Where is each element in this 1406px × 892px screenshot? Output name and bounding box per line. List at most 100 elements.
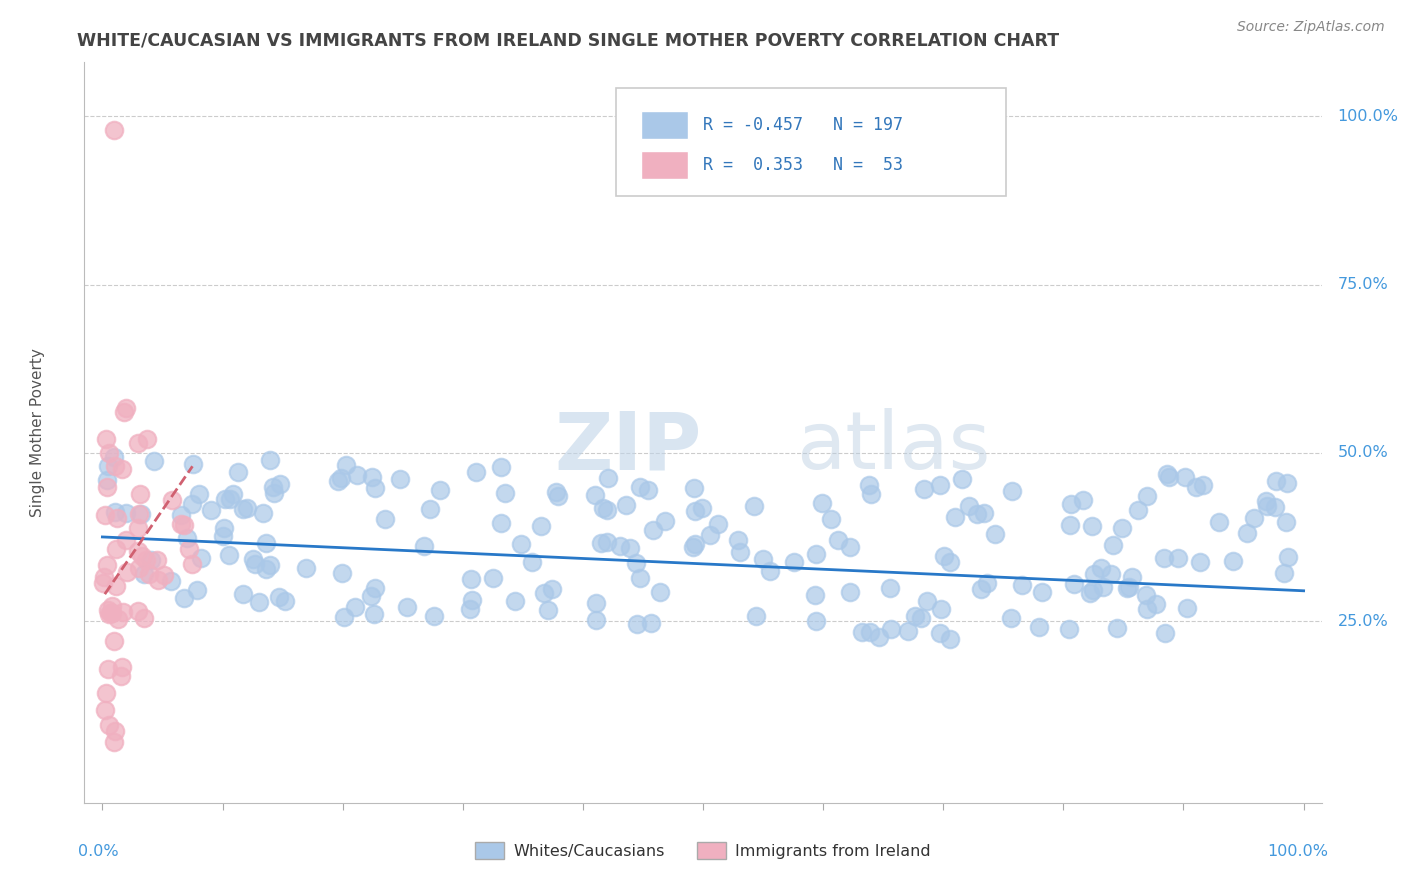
Point: [1135, 588, 1157, 602]
Point: [973, 507, 995, 521]
Point: [1156, 467, 1178, 481]
Point: [1275, 516, 1298, 530]
Point: [423, 609, 446, 624]
Point: [346, 467, 368, 482]
Point: [294, 560, 316, 574]
Point: [360, 589, 382, 603]
Point: [103, 634, 125, 648]
Point: [330, 566, 353, 581]
Point: [139, 553, 162, 567]
Point: [910, 611, 932, 625]
Point: [170, 516, 193, 531]
Point: [263, 486, 285, 500]
Point: [804, 547, 827, 561]
Point: [494, 486, 516, 500]
Point: [682, 481, 704, 495]
Point: [111, 659, 134, 673]
Point: [176, 531, 198, 545]
Point: [128, 508, 150, 522]
Point: [364, 582, 387, 596]
Point: [1236, 526, 1258, 541]
Point: [1136, 602, 1159, 616]
Point: [1102, 538, 1125, 552]
Point: [91, 575, 114, 590]
Point: [879, 582, 901, 596]
Point: [1265, 474, 1288, 488]
Text: 25.0%: 25.0%: [1337, 614, 1389, 629]
Point: [1136, 489, 1159, 503]
Point: [1126, 503, 1149, 517]
Point: [546, 484, 568, 499]
Point: [1167, 550, 1189, 565]
Point: [1071, 493, 1094, 508]
Point: [533, 586, 555, 600]
Point: [858, 477, 880, 491]
Point: [326, 474, 349, 488]
Point: [1256, 494, 1278, 508]
Point: [1028, 620, 1050, 634]
Point: [537, 603, 560, 617]
Point: [614, 498, 637, 512]
Point: [160, 493, 183, 508]
Point: [232, 586, 254, 600]
Point: [413, 539, 436, 553]
Point: [730, 545, 752, 559]
Point: [1208, 516, 1230, 530]
Point: [1144, 598, 1167, 612]
Point: [173, 518, 195, 533]
Point: [529, 519, 551, 533]
Point: [859, 624, 882, 639]
Point: [104, 505, 127, 519]
Point: [360, 470, 382, 484]
Point: [976, 576, 998, 591]
Point: [127, 521, 149, 535]
Point: [820, 511, 842, 525]
Point: [396, 599, 419, 614]
Point: [136, 432, 159, 446]
Text: R = -0.457   N = 197: R = -0.457 N = 197: [703, 116, 903, 135]
Point: [190, 551, 212, 566]
Point: [329, 471, 352, 485]
Point: [1031, 585, 1053, 599]
Point: [242, 551, 264, 566]
Point: [97, 446, 120, 460]
Point: [103, 450, 125, 464]
Point: [1264, 500, 1286, 514]
Bar: [641, 112, 688, 139]
Point: [489, 460, 512, 475]
Point: [969, 582, 991, 596]
Text: ZIP: ZIP: [554, 409, 702, 486]
Point: [929, 625, 952, 640]
Point: [1078, 586, 1101, 600]
Point: [596, 471, 619, 485]
Point: [101, 607, 124, 621]
Point: [153, 567, 176, 582]
Point: [482, 571, 505, 585]
Point: [344, 600, 367, 615]
Point: [247, 595, 270, 609]
Point: [650, 585, 672, 599]
Point: [127, 604, 149, 618]
Point: [112, 605, 135, 619]
Point: [1060, 497, 1083, 511]
Point: [943, 510, 966, 524]
Point: [591, 535, 613, 549]
Point: [1121, 570, 1143, 584]
Point: [897, 624, 920, 639]
Text: atlas: atlas: [796, 409, 990, 486]
Point: [1105, 621, 1128, 635]
Point: [173, 591, 195, 605]
Point: [706, 517, 728, 532]
Point: [226, 466, 249, 480]
Point: [1275, 475, 1298, 490]
Point: [188, 486, 211, 500]
Point: [1192, 477, 1215, 491]
Point: [97, 602, 120, 616]
Point: [628, 480, 651, 494]
Point: [1011, 578, 1033, 592]
Point: [96, 558, 118, 572]
Point: [363, 607, 385, 622]
Point: [114, 401, 136, 416]
Point: [429, 483, 451, 498]
Point: [254, 536, 277, 550]
